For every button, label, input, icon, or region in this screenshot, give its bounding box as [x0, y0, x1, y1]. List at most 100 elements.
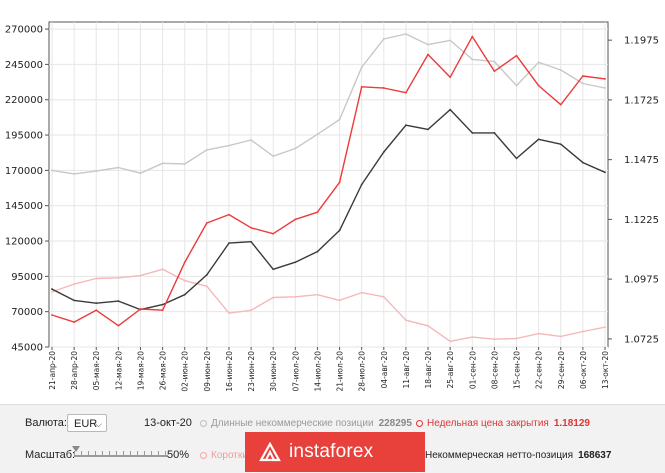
legend-close-label: Недельная цена закрытия — [427, 418, 549, 429]
series-point-net — [382, 151, 385, 153]
series-point-short — [449, 340, 452, 343]
series-point-long — [581, 82, 584, 85]
series-point-short — [338, 299, 341, 302]
series-line-long — [51, 33, 606, 175]
series-point-net — [95, 302, 98, 305]
series-point-close — [360, 85, 363, 88]
series-point-close — [316, 211, 319, 214]
series-point-long — [272, 155, 275, 158]
series-point-net — [493, 132, 496, 134]
series-point-long — [73, 173, 76, 175]
x-tick-label: 30-июн-20 — [269, 351, 278, 392]
series-point-net — [205, 274, 208, 276]
slider-ticks — [74, 451, 168, 455]
series-point-short — [427, 324, 429, 327]
x-tick-label: 25-авг-20 — [446, 351, 455, 389]
legend-net-value: 168637 — [578, 450, 612, 461]
legend-long: Длинные некоммерческие позиции 228295 — [200, 418, 412, 429]
series-point-short — [604, 326, 606, 329]
series-point-close — [183, 261, 186, 264]
right-tick-label: 1.1225 — [624, 215, 659, 226]
series-point-long — [360, 66, 363, 69]
grid — [49, 22, 608, 348]
series-point-short — [73, 283, 76, 286]
legend-long-marker — [200, 419, 207, 427]
series-point-net — [581, 161, 584, 164]
instaforex-watermark: instaforex — [245, 432, 425, 472]
cot-chart: 45000 70000 95000 120000 145000 170000 195000 2… — [5, 21, 659, 392]
series-point-long — [51, 169, 53, 172]
series-point-short — [405, 319, 407, 322]
plot-area — [48, 21, 609, 348]
series-point-close — [338, 181, 341, 184]
series-point-long — [316, 133, 319, 136]
series-point-long — [427, 43, 429, 46]
legend-short-marker — [200, 451, 207, 459]
series-point-close — [537, 84, 540, 87]
series-point-close — [272, 232, 275, 235]
series-point-net — [161, 303, 164, 306]
currency-value: EUR — [74, 418, 98, 430]
right-tick-label: 1.0975 — [624, 275, 659, 286]
x-tick-label: 11-авг-20 — [402, 351, 411, 389]
series-point-net — [250, 240, 252, 243]
legend-close-marker — [416, 419, 423, 427]
series-point-close — [73, 321, 76, 324]
x-tick-label: 26-мая-20 — [159, 351, 168, 390]
series-point-long — [250, 139, 252, 141]
series-point-long — [405, 33, 407, 35]
left-tick-label: 95000 — [11, 272, 43, 283]
series-point-net — [51, 288, 53, 290]
series-point-long — [139, 172, 142, 175]
series-point-short — [161, 268, 164, 271]
left-tick-label: 270000 — [5, 25, 43, 36]
series-point-net — [427, 128, 429, 131]
legend-short: Коротки — [200, 450, 248, 461]
series-point-short — [272, 296, 275, 299]
series-point-long — [449, 39, 452, 42]
series-point-net — [183, 293, 186, 296]
legend-net-label: Некоммерческая нетто-позиция — [425, 450, 574, 461]
series-point-short — [205, 285, 208, 288]
series-point-long — [205, 148, 208, 151]
x-tick-label: 07-июл-20 — [291, 351, 300, 392]
series-point-close — [427, 53, 429, 56]
x-tick-label: 21-апр-20 — [48, 351, 57, 390]
x-tick-label: 01-сен-20 — [468, 351, 477, 389]
series-point-long — [183, 163, 186, 165]
series-point-close — [250, 226, 252, 229]
series-point-long — [228, 144, 230, 147]
series-point-close — [604, 77, 606, 80]
series-point-long — [161, 162, 164, 165]
legend-net: Некоммерческая нетто-позиция 168637 — [425, 450, 611, 461]
series-point-long — [95, 170, 98, 172]
instaforex-logo-icon — [259, 442, 281, 462]
currency-label: Валюта: — [25, 417, 67, 429]
currency-select[interactable]: EUR ⌵ — [67, 414, 107, 432]
series-point-net — [449, 108, 452, 111]
series-point-long — [338, 118, 341, 121]
series-point-long — [493, 60, 496, 63]
left-tick-label: 245000 — [5, 60, 43, 71]
series-point-net — [316, 250, 319, 253]
x-tick-label: 06-окт-20 — [579, 351, 588, 389]
right-tick-label: 1.1975 — [624, 36, 659, 47]
left-tick-label: 70000 — [11, 307, 43, 318]
x-tick-label: 12-мая-20 — [114, 351, 123, 390]
legend-close: Недельная цена закрытия 1.18129 — [416, 418, 590, 429]
series-line-close — [51, 35, 606, 327]
legend-long-value: 228295 — [378, 418, 412, 429]
current-date: 13-окт-20 — [144, 417, 192, 429]
scale-slider[interactable] — [72, 446, 168, 457]
series-point-net — [294, 261, 297, 264]
series-line-short — [51, 268, 606, 342]
slider-thumb[interactable] — [72, 446, 80, 452]
legend-short-label: Коротки — [211, 450, 248, 461]
left-tick-label: 45000 — [11, 343, 43, 354]
series-point-close — [117, 324, 120, 327]
series-point-close — [581, 75, 584, 77]
x-tick-label: 16-июн-20 — [225, 351, 234, 392]
series-point-long — [294, 147, 297, 150]
series-point-net — [471, 132, 474, 134]
series-point-close — [51, 314, 53, 316]
